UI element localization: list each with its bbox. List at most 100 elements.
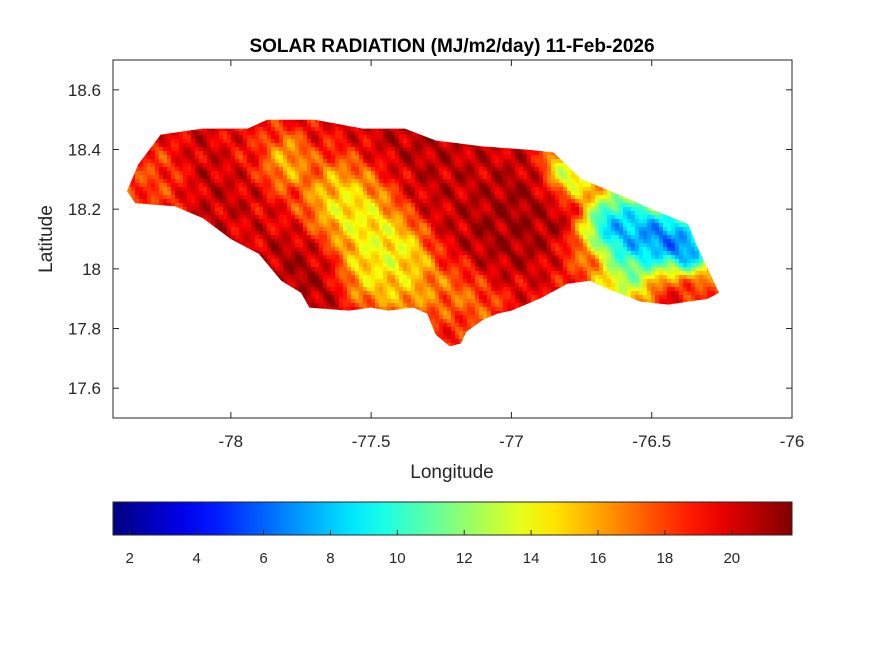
heatmap-cell (251, 151, 256, 156)
heatmap-cell (555, 159, 560, 164)
heatmap-cell (451, 171, 456, 176)
heatmap-cell (215, 151, 220, 156)
heatmap-cell (307, 139, 312, 144)
heatmap-cell (375, 247, 380, 252)
heatmap-cell (667, 219, 672, 224)
heatmap-cell (151, 191, 156, 196)
heatmap-cell (415, 247, 420, 252)
heatmap-cell (259, 235, 264, 240)
heatmap-cell (207, 151, 212, 156)
heatmap-cell (259, 215, 264, 220)
heatmap-cell (515, 223, 520, 228)
heatmap-cell (511, 219, 516, 224)
heatmap-cell (211, 187, 216, 192)
heatmap-cell (567, 203, 572, 208)
heatmap-cell (291, 203, 296, 208)
heatmap-cell (451, 203, 456, 208)
heatmap-cell (263, 167, 268, 172)
heatmap-cell (203, 159, 208, 164)
heatmap-cell (403, 239, 408, 244)
heatmap-cell (627, 223, 632, 228)
heatmap-cell (691, 247, 696, 252)
heatmap-cell (391, 239, 396, 244)
heatmap-cell (171, 203, 176, 208)
heatmap-cell (667, 215, 672, 220)
heatmap-cell (551, 195, 556, 200)
heatmap-cell (535, 155, 540, 160)
heatmap-cell (539, 247, 544, 252)
heatmap-cell (495, 239, 500, 244)
heatmap-cell (339, 251, 344, 256)
heatmap-cell (555, 179, 560, 184)
heatmap-cell (267, 139, 272, 144)
heatmap-cell (403, 191, 408, 196)
heatmap-cell (555, 223, 560, 228)
heatmap-cell (439, 227, 444, 232)
heatmap-cell (487, 235, 492, 240)
heatmap-cell (195, 139, 200, 144)
heatmap-cell (315, 131, 320, 136)
heatmap-cell (395, 159, 400, 164)
heatmap-cell (271, 183, 276, 188)
heatmap-cell (403, 215, 408, 220)
heatmap-cell (291, 151, 296, 156)
heatmap-cell (491, 159, 496, 164)
heatmap-cell (311, 251, 316, 256)
heatmap-cell (319, 143, 324, 148)
heatmap-cell (155, 187, 160, 192)
heatmap-cell (439, 147, 444, 152)
heatmap-cell (463, 167, 468, 172)
heatmap-cell (567, 231, 572, 236)
heatmap-cell (595, 219, 600, 224)
heatmap-cell (203, 167, 208, 172)
heatmap-cell (251, 191, 256, 196)
heatmap-cell (187, 135, 192, 140)
heatmap-cell (583, 195, 588, 200)
heatmap-cell (687, 231, 692, 236)
heatmap-cell (639, 207, 644, 212)
heatmap-cell (323, 143, 328, 148)
heatmap-cell (531, 159, 536, 164)
heatmap-cell (627, 235, 632, 240)
heatmap-cell (287, 119, 292, 124)
heatmap-cell (391, 235, 396, 240)
heatmap-cell (303, 147, 308, 152)
heatmap-cell (599, 203, 604, 208)
heatmap-cell (263, 211, 268, 216)
heatmap-cell (487, 199, 492, 204)
chart-title: SOLAR RADIATION (MJ/m2/day) 11-Feb-2026 (249, 36, 654, 57)
heatmap-cell (579, 243, 584, 248)
heatmap-cell (343, 163, 348, 168)
heatmap-cell (607, 219, 612, 224)
heatmap-cell (487, 227, 492, 232)
heatmap-cell (147, 195, 152, 200)
heatmap-cell (183, 139, 188, 144)
heatmap-cell (239, 147, 244, 152)
heatmap-cell (531, 239, 536, 244)
heatmap-cell (399, 235, 404, 240)
heatmap-cell (271, 227, 276, 232)
heatmap-cell (523, 183, 528, 188)
heatmap-cell (259, 247, 264, 252)
heatmap-cell (195, 135, 200, 140)
heatmap-cell (663, 223, 668, 228)
heatmap-cell (287, 155, 292, 160)
heatmap-cell (379, 219, 384, 224)
heatmap-cell (315, 119, 320, 124)
heatmap-cell (395, 135, 400, 140)
heatmap-cell (399, 179, 404, 184)
heatmap-cell (435, 147, 440, 152)
heatmap-cell (387, 195, 392, 200)
heatmap-cell (295, 147, 300, 152)
heatmap-cell (179, 163, 184, 168)
heatmap-cell (203, 155, 208, 160)
heatmap-cell (219, 183, 224, 188)
heatmap-cell (259, 243, 264, 248)
heatmap-cell (543, 187, 548, 192)
heatmap-cell (511, 175, 516, 180)
heatmap-cell (267, 203, 272, 208)
heatmap-cell (463, 187, 468, 192)
heatmap-cell (331, 143, 336, 148)
heatmap-cell (335, 123, 340, 128)
heatmap-cell (315, 243, 320, 248)
